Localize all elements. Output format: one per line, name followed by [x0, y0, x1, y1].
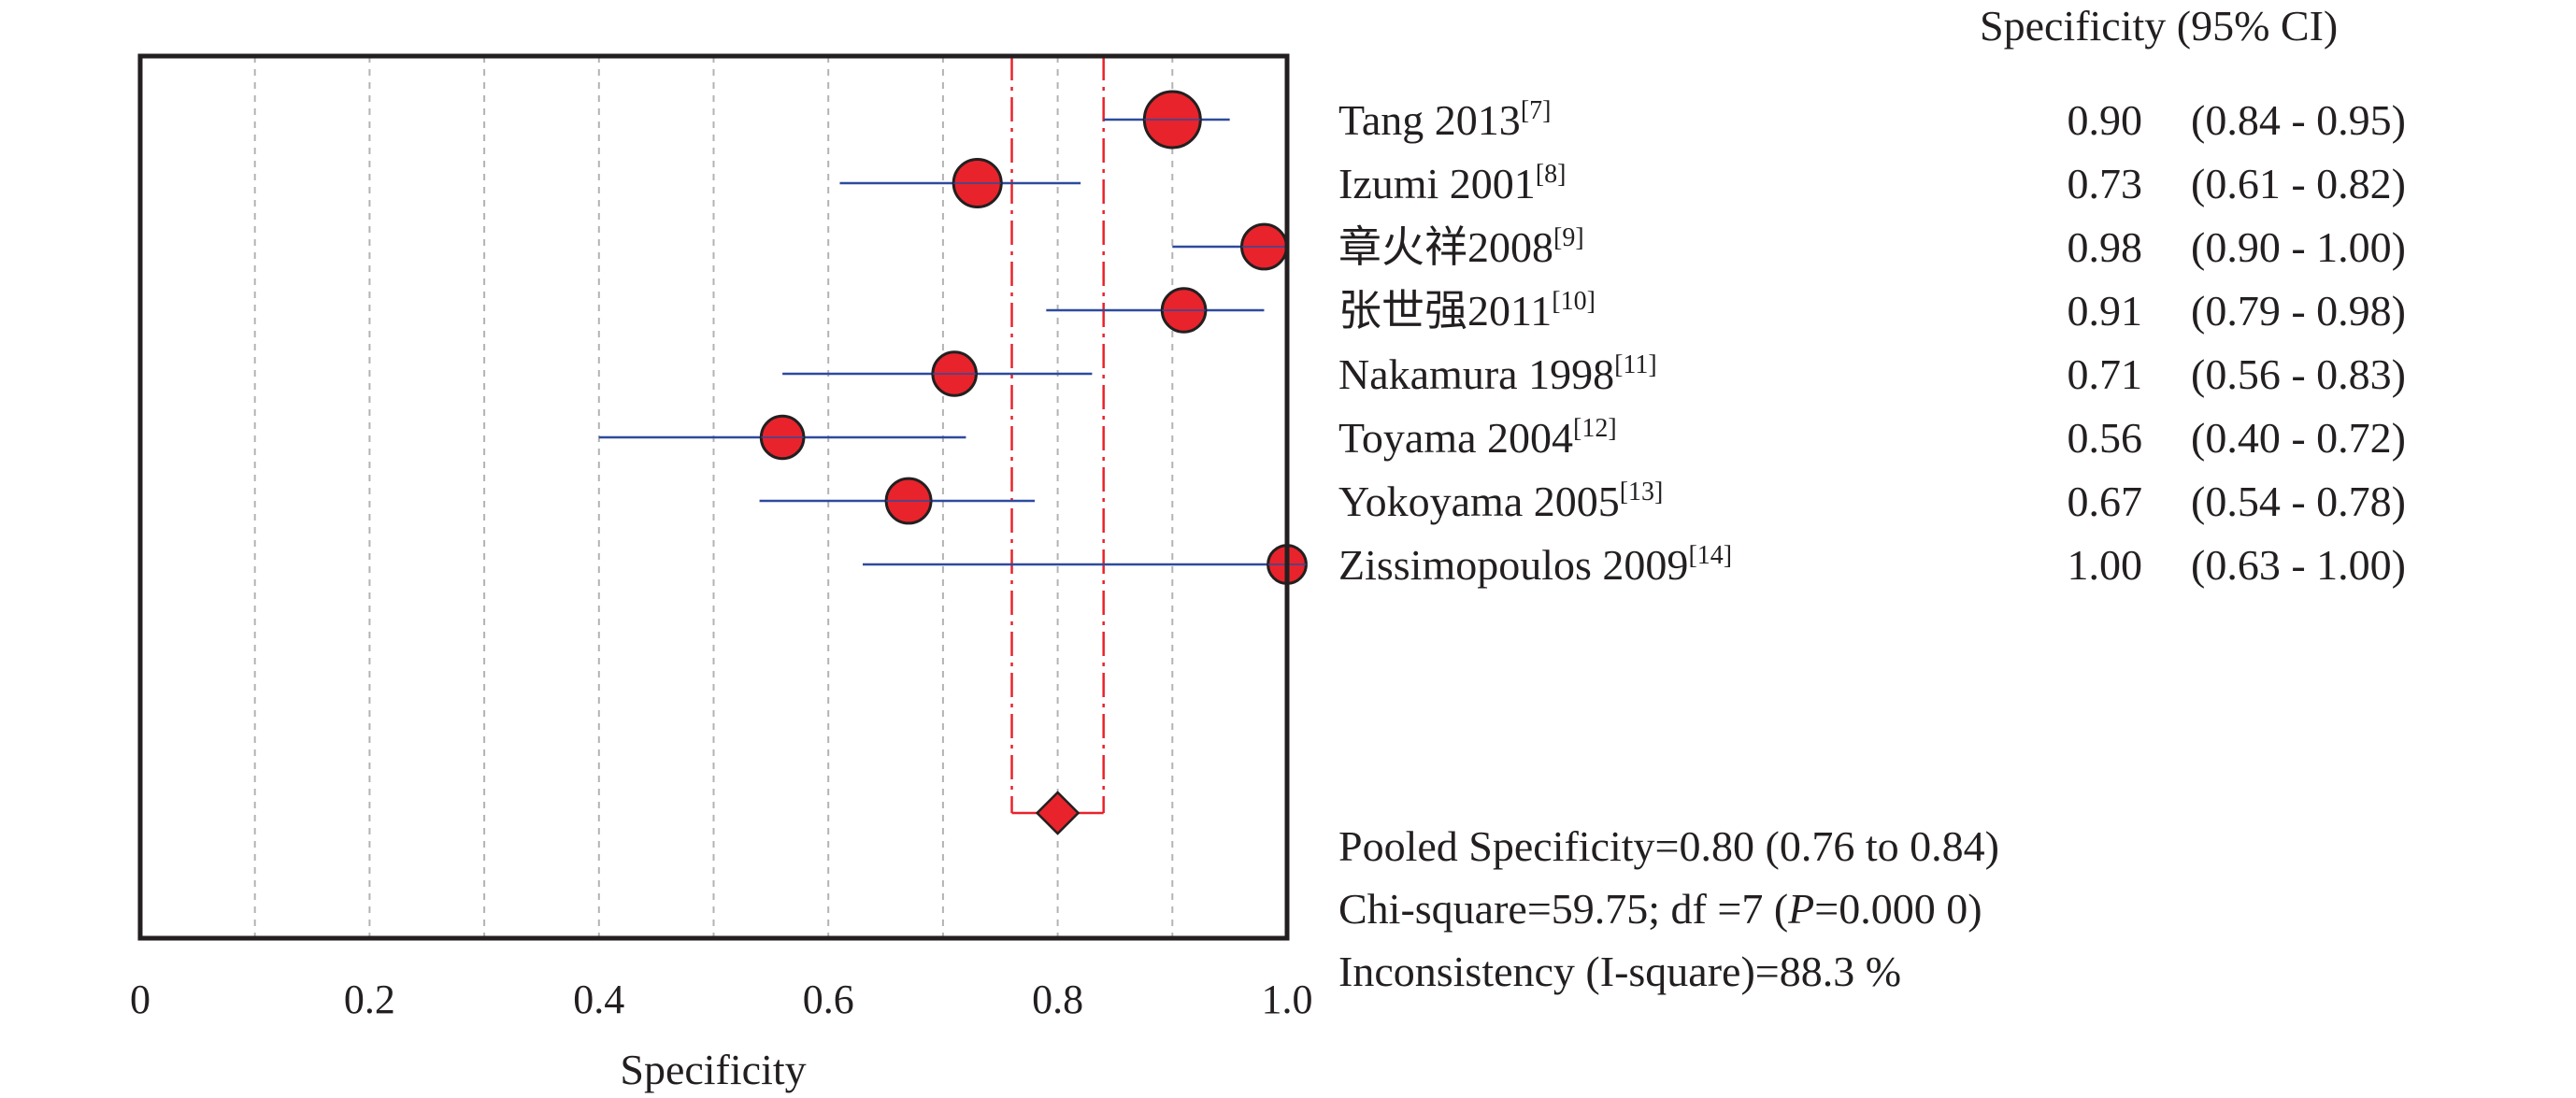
study-label: Toyama 2004[12] — [1338, 414, 1617, 462]
study-name: Toyama 2004 — [1338, 414, 1573, 462]
study-label: Nakamura 1998[11] — [1338, 350, 1657, 398]
chi-square-text: Chi-square=59.75; df =7 (P=0.000 0) — [1338, 885, 1982, 933]
study-row — [839, 157, 1081, 209]
x-tick-label: 0.2 — [344, 977, 395, 1022]
study-ci: (0.54 - 0.78) — [2191, 478, 2406, 525]
plot-frame — [137, 53, 1290, 941]
study-name: Zissimopoulos 2009 — [1338, 541, 1688, 589]
study-value: 0.67 — [2068, 478, 2143, 525]
x-axis-label: Specificity — [620, 1046, 806, 1093]
x-tick-label: 0 — [130, 977, 150, 1022]
study-label: 章火祥2008[9] — [1338, 223, 1584, 271]
study-value: 1.00 — [2068, 541, 2143, 589]
study-row — [598, 414, 966, 461]
study-reference: [8] — [1536, 160, 1567, 189]
study-row — [1103, 90, 1230, 150]
study-value: 0.91 — [2068, 287, 2143, 335]
study-ci: (0.90 - 1.00) — [2191, 223, 2406, 271]
study-row — [1046, 287, 1265, 334]
study-reference: [11] — [1614, 350, 1657, 379]
study-reference: [7] — [1521, 96, 1552, 125]
study-value: 0.73 — [2068, 160, 2143, 207]
study-value: 0.98 — [2068, 223, 2143, 271]
x-tick-label: 0.4 — [573, 977, 624, 1022]
pooled-estimate — [1010, 56, 1105, 835]
study-name: Yokoyama 2005 — [1338, 478, 1620, 525]
study-ci: (0.79 - 0.98) — [2191, 287, 2406, 335]
study-label: Izumi 2001[8] — [1338, 160, 1566, 207]
study-labels: Tang 2013[7] 0.90 (0.84 - 0.95)Izumi 2001[… — [1338, 96, 2406, 589]
study-name: Izumi 2001 — [1338, 160, 1536, 207]
study-reference: [9] — [1553, 223, 1584, 252]
study-label: Yokoyama 2005[13] — [1338, 478, 1663, 525]
study-markers — [598, 90, 1308, 585]
study-ci: (0.56 - 0.83) — [2191, 350, 2406, 398]
study-name: Nakamura 1998 — [1338, 350, 1614, 398]
study-ci: (0.40 - 0.72) — [2191, 414, 2406, 462]
pooled-diamond — [1035, 791, 1080, 835]
study-value: 0.56 — [2068, 414, 2143, 462]
gridlines — [253, 56, 1174, 938]
x-tick-label: 0.6 — [803, 977, 854, 1022]
chi-square-suffix: =0.000 0) — [1814, 885, 1982, 933]
study-row — [1172, 222, 1288, 271]
pooled-specificity-text: Pooled Specificity=0.80 (0.76 to 0.84) — [1338, 822, 1999, 870]
study-name: Tang 2013 — [1338, 96, 1521, 144]
study-reference: [10] — [1552, 287, 1596, 316]
column-header: Specificity (95% CI) — [1980, 2, 2338, 50]
x-tick-label: 1.0 — [1262, 977, 1313, 1022]
study-name: 章火祥2008 — [1338, 223, 1553, 271]
study-name: 张世强2011 — [1338, 287, 1552, 335]
study-label: Zissimopoulos 2009[14] — [1338, 541, 1732, 589]
inconsistency-text: Inconsistency (I-square)=88.3 % — [1338, 948, 1901, 995]
study-row — [863, 544, 1308, 585]
study-value: 0.90 — [2068, 96, 2143, 144]
summary-statistics: Pooled Specificity=0.80 (0.76 to 0.84) C… — [1338, 822, 1999, 995]
study-ci: (0.63 - 1.00) — [2191, 541, 2406, 589]
study-ci: (0.61 - 0.82) — [2191, 160, 2406, 207]
study-row — [759, 477, 1036, 525]
study-reference: [14] — [1688, 541, 1732, 570]
study-reference: [12] — [1573, 414, 1617, 443]
study-value: 0.71 — [2068, 350, 2143, 398]
study-row — [782, 350, 1093, 397]
x-tick-label: 0.8 — [1032, 977, 1083, 1022]
study-label: 张世强2011[10] — [1338, 287, 1596, 335]
study-label: Tang 2013[7] — [1338, 96, 1551, 144]
study-ci: (0.84 - 0.95) — [2191, 96, 2406, 144]
x-axis-ticks: 0 0.2 0.4 0.6 0.8 1.0 — [130, 977, 1313, 1022]
study-reference: [13] — [1620, 478, 1664, 506]
chi-square-p: P — [1787, 885, 1814, 933]
chi-square-prefix: Chi-square=59.75; df =7 ( — [1338, 885, 1788, 933]
